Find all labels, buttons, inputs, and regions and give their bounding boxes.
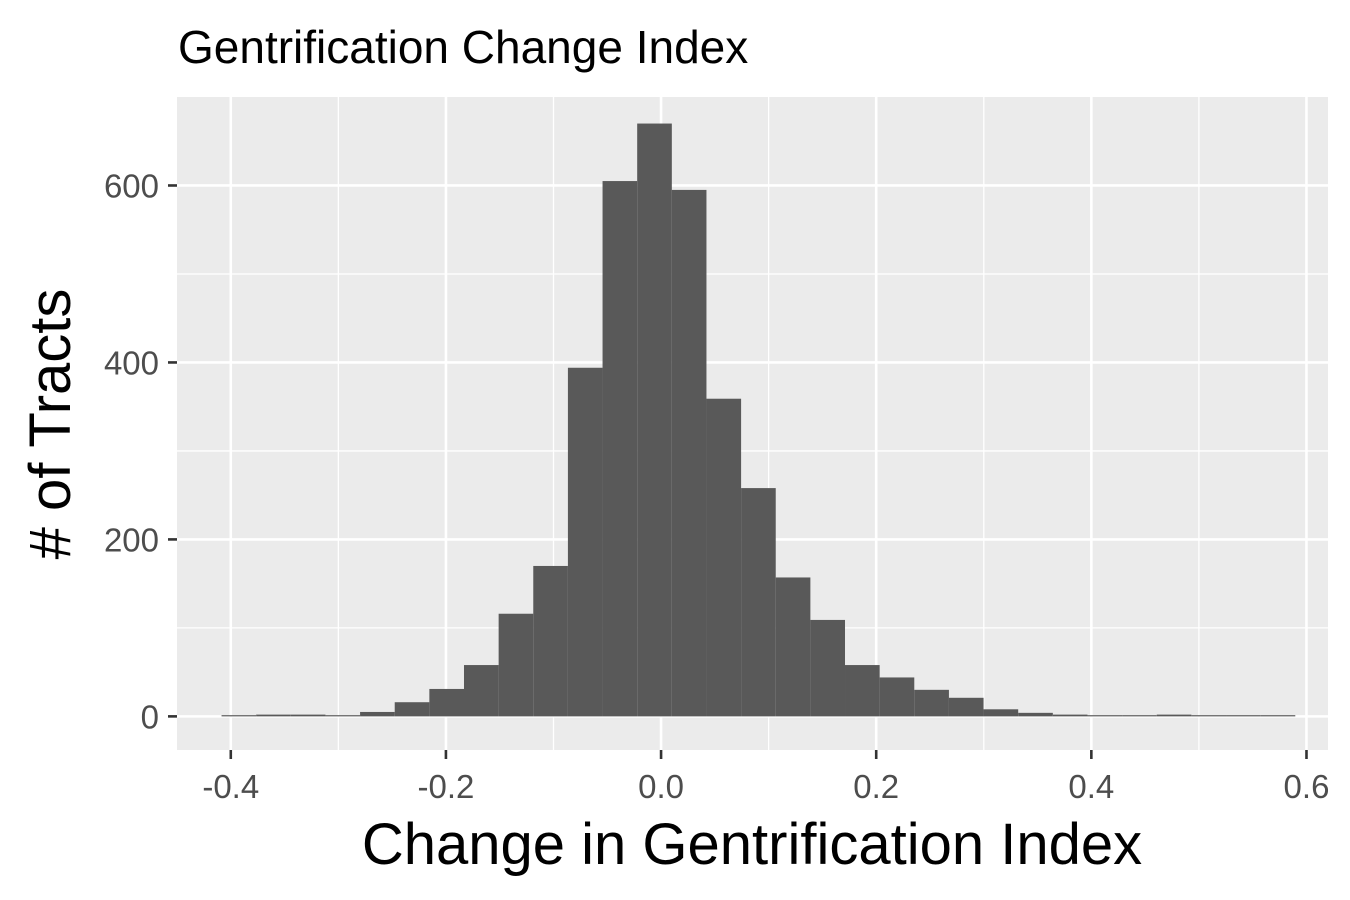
histogram-bar [983, 709, 1019, 717]
histogram-bar [741, 488, 776, 717]
histogram-bar [429, 688, 464, 717]
histogram-bar [1191, 715, 1227, 717]
histogram-bar [879, 677, 915, 717]
histogram-bar [360, 711, 395, 717]
histogram-bar [914, 689, 949, 717]
histogram-bar [325, 715, 361, 717]
y-tick-label: 200 [104, 521, 159, 558]
x-tick-label: 0.6 [1284, 768, 1330, 805]
x-tick-label: 0.4 [1068, 768, 1114, 805]
y-tick-label: 400 [104, 344, 159, 381]
histogram-bar [221, 715, 257, 717]
histogram-bar [463, 665, 499, 717]
histogram-bar [1052, 714, 1088, 717]
x-tick-label: 0.2 [853, 768, 899, 805]
histogram-bar [567, 367, 603, 717]
histogram-bars [221, 123, 1296, 717]
histogram-bar [1087, 715, 1123, 717]
histogram-bar [775, 577, 811, 717]
y-tick-label: 600 [104, 167, 159, 204]
histogram-bar [1122, 715, 1157, 717]
histogram-bar [1018, 712, 1053, 717]
histogram-bar [602, 181, 638, 717]
histogram-bar [1260, 715, 1296, 717]
histogram-bar [810, 619, 846, 717]
histogram-bar [1226, 715, 1261, 717]
y-tick-label: 0 [141, 698, 159, 735]
x-tick-label: 0.0 [638, 768, 684, 805]
chart-title: Gentrification Change Index [178, 21, 748, 73]
histogram-bar [533, 565, 568, 717]
histogram-bar [498, 613, 534, 717]
y-axis-ticks: 0 200 400 600 [104, 167, 177, 735]
histogram-bar [290, 714, 326, 717]
histogram-bar [1156, 714, 1192, 717]
histogram-bar [256, 714, 291, 717]
x-axis-ticks: -0.4 -0.2 0.0 0.2 0.4 0.6 [202, 750, 1329, 805]
x-tick-label: -0.2 [417, 768, 474, 805]
y-axis-title: # of Tracts [18, 289, 83, 560]
histogram-bar [845, 665, 880, 717]
histogram-bar [394, 702, 430, 717]
histogram-bar [637, 123, 672, 717]
x-tick-label: -0.4 [202, 768, 259, 805]
x-axis-title: Change in Gentrification Index [362, 812, 1142, 877]
histogram-bar [671, 189, 707, 717]
histogram-bar [706, 398, 742, 717]
histogram-bar [948, 697, 984, 717]
